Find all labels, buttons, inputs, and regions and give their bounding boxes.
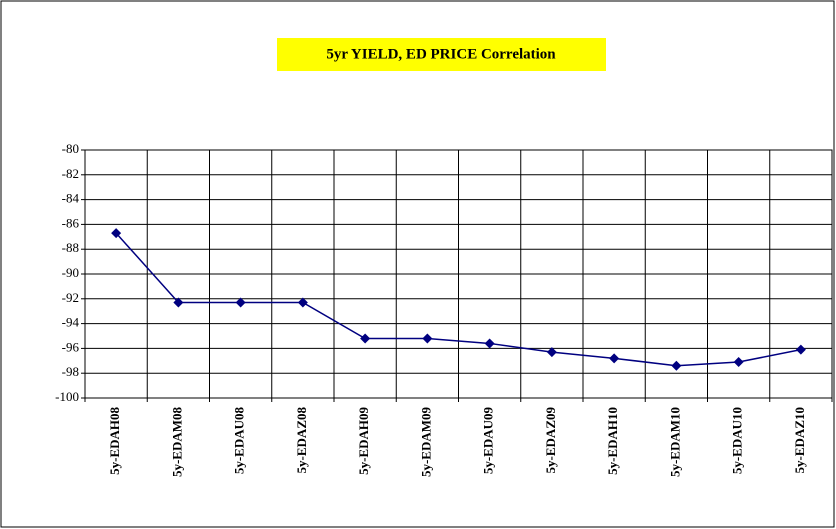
point [733,357,744,368]
y-tick-label: -96 [62,339,80,354]
x-tick-label: 5y-EDAH10 [605,407,620,475]
y-tick-label: -94 [62,315,80,330]
y-tick-label: -84 [62,191,80,206]
x-tick-label: 5y-EDAU08 [232,407,247,475]
y-tick-label: -100 [55,389,79,404]
y-tick-label: -98 [62,364,79,379]
y-tick-label: -82 [62,166,79,181]
x-tick-label: 5y-EDAZ10 [792,407,807,473]
x-tick-label: 5y-EDAU10 [730,407,745,474]
plot-border [84,149,833,399]
y-tick-label: -80 [62,141,79,156]
point [111,228,122,239]
point [235,297,246,308]
x-tick-label: 5y-EDAH09 [356,407,371,475]
x-tick-label: 5y-EDAM08 [169,407,184,478]
y-tick-label: -88 [62,240,79,255]
point [546,347,557,358]
y-tick-label: -90 [62,265,79,280]
point [484,338,495,349]
point [422,333,433,344]
series-line [115,232,802,367]
point [173,297,184,308]
x-tick-label: 5y-EDAU09 [481,407,496,475]
point [297,297,308,308]
y-tick-label: -86 [62,215,80,230]
point [360,333,371,344]
x-tick-label: 5y-EDAZ09 [543,407,558,474]
title-background [277,38,606,71]
x-tick-label: 5y-EDAM10 [667,407,682,477]
x-tick-label: 5y-EDAZ08 [294,407,309,474]
point [609,353,620,364]
x-tick-label: 5y-EDAM09 [418,407,433,478]
y-tick-label: -92 [62,290,79,305]
point [795,344,806,355]
chart-title: 5yr YIELD, ED PRICE Correlation [326,46,556,62]
point [671,360,682,371]
x-tick-label: 5y-EDAH08 [107,407,122,475]
